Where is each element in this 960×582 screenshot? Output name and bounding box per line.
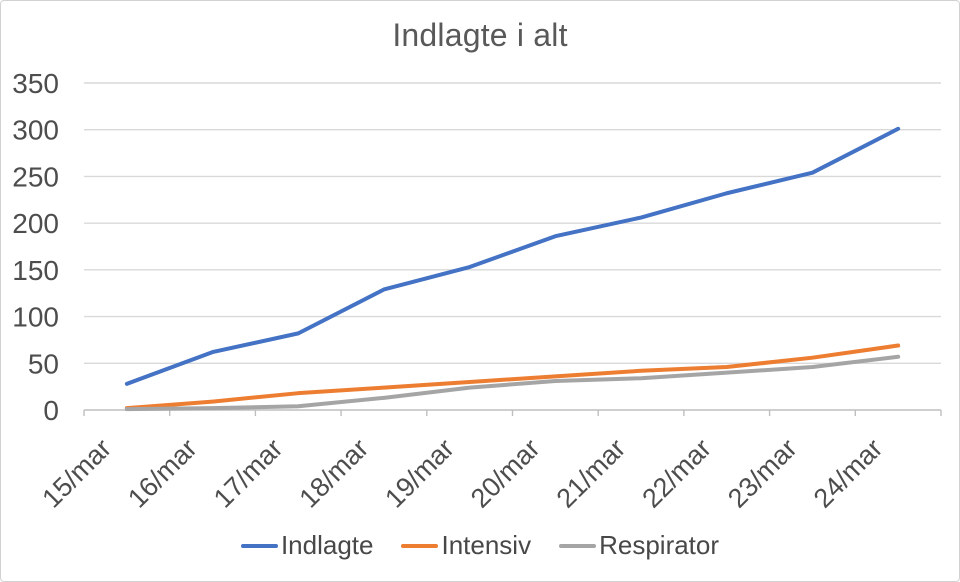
legend-item-indlagte: Indlagte	[240, 530, 374, 561]
x-axis-tick-label: 20/mar	[465, 433, 546, 514]
x-axis-tick-label: 19/mar	[379, 433, 460, 514]
y-axis-tick-label: 200	[12, 208, 59, 239]
respirator-line-swatch-icon	[559, 543, 597, 548]
x-axis-tick-label: 23/mar	[722, 433, 803, 514]
intensiv-line-swatch-icon	[401, 543, 439, 548]
x-axis-tick-label: 17/mar	[208, 433, 289, 514]
y-axis-tick-label: 300	[12, 115, 59, 146]
legend-label-respirator: Respirator	[599, 530, 720, 560]
x-axis-tick-label: 16/mar	[122, 433, 203, 514]
x-axis-tick-label: 24/mar	[808, 433, 889, 514]
series-line-respirator	[124, 354, 901, 412]
series-line-intensiv	[124, 343, 901, 411]
y-axis-tick-label: 250	[12, 161, 59, 192]
y-axis-tick-label: 100	[12, 302, 59, 333]
y-axis-tick-label: 150	[12, 255, 59, 286]
x-axis-tick-label: 22/mar	[636, 433, 717, 514]
series-line-indlagte	[124, 126, 901, 386]
legend-label-indlagte: Indlagte	[280, 530, 374, 560]
chart-title: Indlagte i alt	[392, 17, 568, 53]
x-axis-tick-label: 15/mar	[36, 433, 117, 514]
y-axis-tick-label: 50	[28, 348, 59, 379]
x-axis-tick-label: 18/mar	[294, 433, 375, 514]
indlagte-line-swatch-icon	[240, 543, 278, 548]
legend-item-intensiv: Intensiv	[401, 530, 531, 561]
y-axis-tick-label: 0	[43, 395, 59, 426]
legend-item-respirator: Respirator	[559, 530, 719, 561]
legend-label-intensiv: Intensiv	[441, 530, 532, 560]
chart-legend: Indlagte Intensiv Respirator	[1, 530, 959, 561]
y-axis-tick-label: 350	[12, 68, 59, 99]
x-axis-tick-label: 21/mar	[551, 433, 632, 514]
